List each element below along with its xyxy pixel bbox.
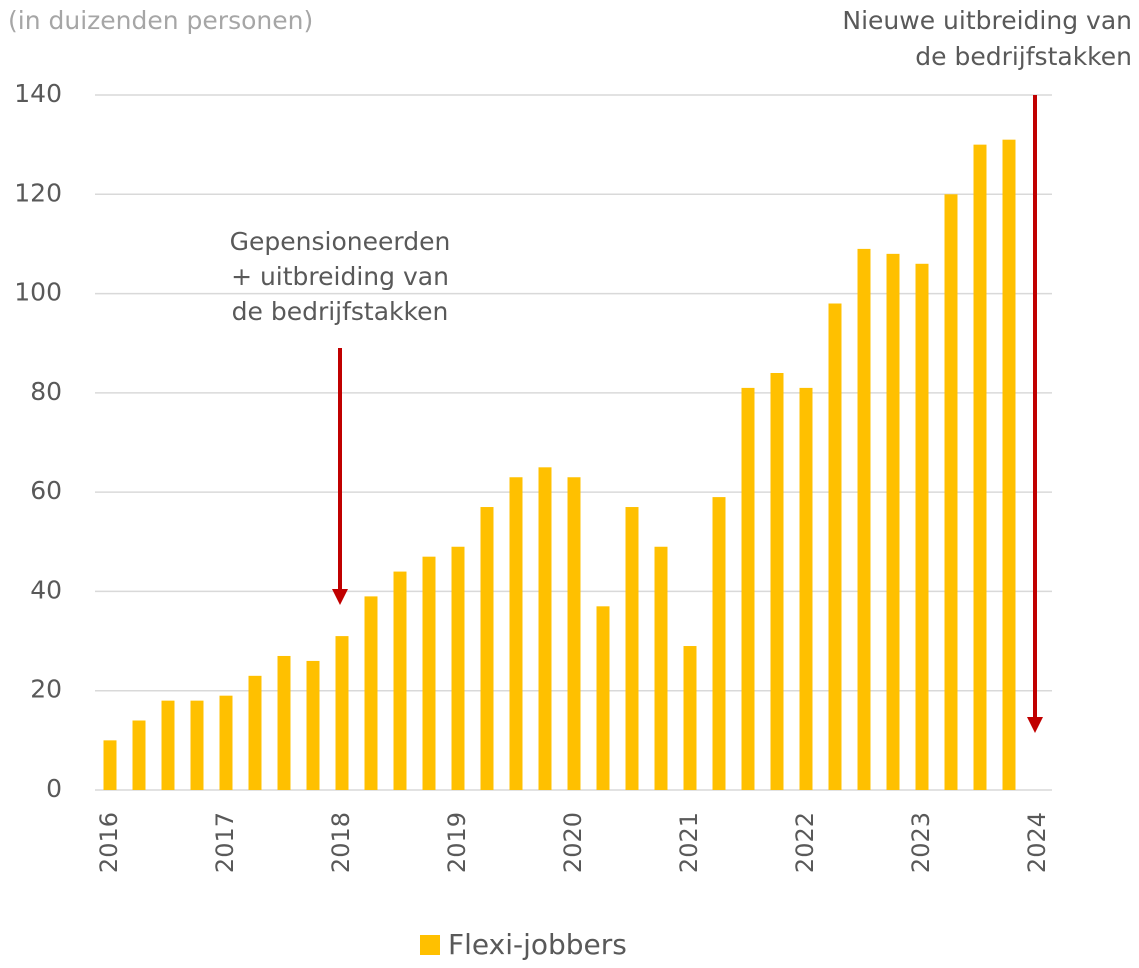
bar xyxy=(828,303,842,790)
x-tick-label: 2018 xyxy=(327,812,355,873)
y-tick-label: 20 xyxy=(30,675,62,704)
bar xyxy=(335,636,349,790)
bar xyxy=(683,646,697,790)
bar xyxy=(306,660,320,790)
bar xyxy=(277,655,291,790)
bar xyxy=(248,675,262,790)
y-tick-label: 40 xyxy=(30,575,62,604)
x-tick-label: 2016 xyxy=(95,812,123,873)
bar xyxy=(886,253,900,790)
x-tick-label: 2023 xyxy=(907,812,935,873)
y-tick-label: 60 xyxy=(30,476,62,505)
bar xyxy=(770,373,784,790)
annotation: de bedrijfstakken xyxy=(915,42,1132,71)
bar xyxy=(944,194,958,791)
annotation: Nieuwe uitbreiding van xyxy=(842,6,1132,35)
bar xyxy=(973,144,987,791)
bar xyxy=(857,248,871,791)
bar xyxy=(915,263,929,790)
bar xyxy=(451,546,465,790)
bar xyxy=(741,387,755,790)
y-tick-label: 120 xyxy=(14,178,62,207)
y-tick-label: 140 xyxy=(14,79,62,108)
annotation: + uitbreiding van xyxy=(231,262,449,291)
bar xyxy=(509,477,523,790)
annotation-arrowhead xyxy=(332,589,348,605)
bar xyxy=(596,606,610,790)
x-tick-label: 2017 xyxy=(211,812,239,873)
x-tick-label: 2021 xyxy=(675,812,703,873)
y-tick-label: 0 xyxy=(46,774,62,803)
x-tick-label: 2022 xyxy=(791,812,819,873)
bar xyxy=(132,720,146,790)
bar xyxy=(219,695,233,790)
annotation: Gepensioneerden xyxy=(230,227,451,256)
bar xyxy=(654,546,668,790)
y-tick-label: 80 xyxy=(30,377,62,406)
x-tick-label: 2020 xyxy=(559,812,587,873)
chart-subtitle: (in duizenden personen) xyxy=(8,6,313,35)
bar xyxy=(393,571,407,790)
bar xyxy=(103,740,117,790)
bar xyxy=(364,596,378,790)
bar xyxy=(625,507,639,790)
annotation: de bedrijfstakken xyxy=(232,297,449,326)
bar xyxy=(712,497,726,790)
x-tick-label: 2019 xyxy=(443,812,471,873)
bar xyxy=(538,467,552,790)
bar xyxy=(799,387,813,790)
bar xyxy=(422,556,436,790)
x-tick-label: 2024 xyxy=(1023,812,1051,873)
y-tick-label: 100 xyxy=(14,278,62,307)
legend-swatch xyxy=(420,935,440,955)
bar xyxy=(161,700,175,790)
bar xyxy=(1002,139,1016,790)
annotation-arrowhead xyxy=(1027,717,1043,733)
bar xyxy=(480,507,494,790)
bar xyxy=(190,700,204,790)
bar xyxy=(567,477,581,790)
legend-label: Flexi-jobbers xyxy=(448,928,627,961)
